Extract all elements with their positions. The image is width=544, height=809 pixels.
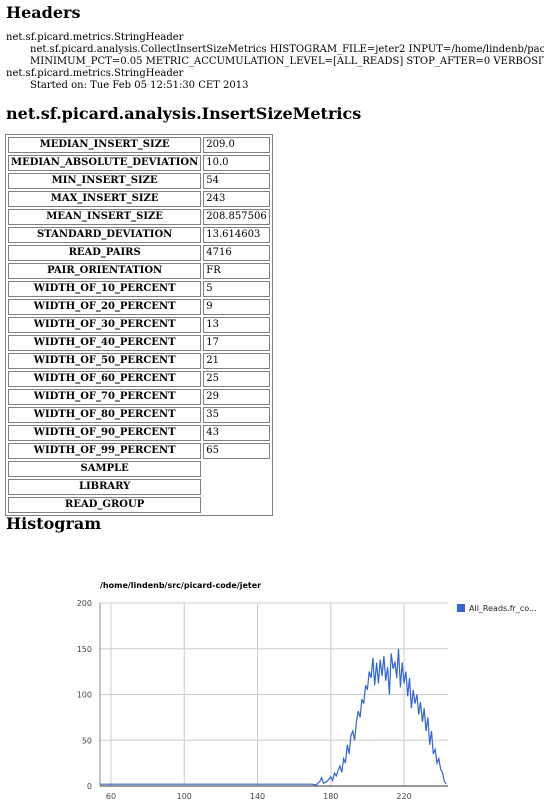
metric-key: SAMPLE: [8, 461, 202, 477]
metric-key: WIDTH_OF_80_PERCENT: [8, 407, 202, 423]
legend-label: All_Reads.fr_co...: [469, 604, 537, 613]
metric-row: STANDARD_DEVIATION 13.614603: [8, 227, 270, 243]
metric-key: WIDTH_OF_50_PERCENT: [8, 353, 202, 369]
metric-value: 29: [203, 389, 270, 405]
metric-key: MIN_INSERT_SIZE: [8, 173, 202, 189]
metric-key: WIDTH_OF_20_PERCENT: [8, 299, 202, 315]
metric-value: 35: [203, 407, 270, 423]
metric-key: READ_PAIRS: [8, 245, 202, 261]
metric-key: MEDIAN_INSERT_SIZE: [8, 137, 202, 153]
metric-key: WIDTH_OF_90_PERCENT: [8, 425, 202, 441]
header-line: Started on: Tue Feb 05 12:51:30 CET 2013: [30, 80, 249, 91]
metric-row: WIDTH_OF_60_PERCENT 25: [8, 371, 270, 387]
metric-row: LIBRARY: [8, 479, 270, 495]
metric-value: 10.0: [203, 155, 270, 171]
metric-row: READ_PAIRS 4716: [8, 245, 270, 261]
metric-key: READ_GROUP: [8, 497, 202, 513]
metric-value: 4716: [203, 245, 270, 261]
metric-value: 243: [203, 191, 270, 207]
metric-key: MEDIAN_ABSOLUTE_DEVIATION: [8, 155, 202, 171]
metrics-heading: net.sf.picard.analysis.InsertSizeMetrics: [6, 104, 362, 123]
header-line: net.sf.picard.analysis.CollectInsertSize…: [30, 44, 544, 55]
metric-row: READ_GROUP: [8, 497, 270, 513]
histogram-heading: Histogram: [6, 514, 102, 533]
metric-key: WIDTH_OF_40_PERCENT: [8, 335, 202, 351]
header-line: net.sf.picard.metrics.StringHeader: [6, 68, 184, 79]
metric-key: WIDTH_OF_10_PERCENT: [8, 281, 202, 297]
metric-value: [203, 461, 269, 477]
metric-key: STANDARD_DEVIATION: [8, 227, 202, 243]
metric-row: MIN_INSERT_SIZE 54: [8, 173, 270, 189]
metric-row: WIDTH_OF_20_PERCENT 9: [8, 299, 270, 315]
header-line: MINIMUM_PCT=0.05 METRIC_ACCUMULATION_LEV…: [30, 56, 544, 67]
y-tick-label: 100: [77, 691, 92, 700]
metric-row: WIDTH_OF_40_PERCENT 17: [8, 335, 270, 351]
chart-title: /home/lindenb/src/picard-code/jeter: [100, 581, 261, 590]
headers-heading: Headers: [6, 3, 81, 22]
histogram-chart: 0 50 100 150 200 60 100 140 180 220/home/lindenb/…: [0, 570, 544, 809]
metric-row: WIDTH_OF_10_PERCENT 5: [8, 281, 270, 297]
metric-value: 21: [203, 353, 270, 369]
header-line: net.sf.picard.metrics.StringHeader: [6, 32, 184, 43]
metric-key: WIDTH_OF_60_PERCENT: [8, 371, 202, 387]
y-tick-label: 50: [82, 736, 92, 745]
metric-row: SAMPLE: [8, 461, 270, 477]
series-line: [100, 648, 447, 786]
metric-row: WIDTH_OF_50_PERCENT 21: [8, 353, 270, 369]
metric-value: FR: [203, 263, 270, 279]
metric-row: MAX_INSERT_SIZE 243: [8, 191, 270, 207]
x-tick-label: 100: [177, 792, 192, 801]
metric-value: [203, 479, 269, 495]
metric-key: WIDTH_OF_70_PERCENT: [8, 389, 202, 405]
legend-swatch: [457, 604, 465, 612]
y-tick-label: 150: [77, 645, 92, 654]
metric-key: PAIR_ORIENTATION: [8, 263, 202, 279]
metric-row: WIDTH_OF_90_PERCENT 43: [8, 425, 270, 441]
metric-value: 5: [203, 281, 270, 297]
metric-value: 25: [203, 371, 270, 387]
metric-key: LIBRARY: [8, 479, 202, 495]
x-tick-label: 180: [323, 792, 338, 801]
y-tick-label: 200: [77, 599, 92, 608]
metric-row: MEAN_INSERT_SIZE 208.857506: [8, 209, 270, 225]
y-tick-label: 0: [87, 782, 92, 791]
metric-value: 208.857506: [203, 209, 270, 225]
x-tick-label: 220: [396, 792, 411, 801]
x-tick-label: 60: [106, 792, 116, 801]
metric-value: [203, 497, 269, 513]
metric-row: PAIR_ORIENTATION FR: [8, 263, 270, 279]
metric-key: WIDTH_OF_99_PERCENT: [8, 443, 202, 459]
metric-row: MEDIAN_ABSOLUTE_DEVIATION 10.0: [8, 155, 270, 171]
metric-row: WIDTH_OF_70_PERCENT 29: [8, 389, 270, 405]
metric-value: 13.614603: [203, 227, 270, 243]
metric-value: 54: [203, 173, 270, 189]
metric-value: 17: [203, 335, 270, 351]
metrics-table: MEDIAN_INSERT_SIZE 209.0 MEDIAN_ABSOLUTE_D…: [5, 134, 273, 516]
x-tick-label: 140: [250, 792, 265, 801]
metric-row: MEDIAN_INSERT_SIZE 209.0: [8, 137, 270, 153]
metric-key: WIDTH_OF_30_PERCENT: [8, 317, 202, 333]
metric-value: 65: [203, 443, 270, 459]
header-lines: net.sf.picard.metrics.StringHeader net.s…: [6, 32, 544, 94]
metric-value: 13: [203, 317, 270, 333]
metric-value: 209.0: [203, 137, 270, 153]
metric-value: 43: [203, 425, 270, 441]
metric-row: WIDTH_OF_99_PERCENT 65: [8, 443, 270, 459]
histogram-svg: 0 50 100 150 200 60 100 140 180 220/home/lindenb/…: [77, 581, 537, 801]
metric-value: 9: [203, 299, 270, 315]
metric-row: WIDTH_OF_80_PERCENT 35: [8, 407, 270, 423]
metric-key: MAX_INSERT_SIZE: [8, 191, 202, 207]
metric-row: WIDTH_OF_30_PERCENT 13: [8, 317, 270, 333]
metric-key: MEAN_INSERT_SIZE: [8, 209, 202, 225]
